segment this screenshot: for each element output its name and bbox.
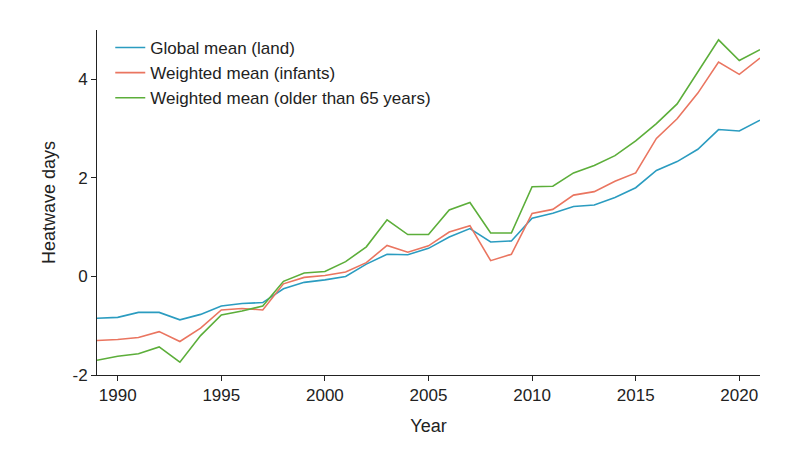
svg-text:2015: 2015 (617, 386, 655, 405)
svg-text:2000: 2000 (306, 386, 344, 405)
svg-text:2: 2 (78, 169, 87, 188)
svg-text:2005: 2005 (410, 386, 448, 405)
svg-text:Year: Year (410, 416, 446, 436)
svg-text:Weighted mean (infants): Weighted mean (infants) (150, 64, 335, 83)
svg-text:4: 4 (78, 70, 87, 89)
svg-text:Weighted mean (older than 65 y: Weighted mean (older than 65 years) (150, 89, 430, 108)
svg-text:2020: 2020 (720, 386, 758, 405)
svg-text:1990: 1990 (99, 386, 137, 405)
svg-text:-2: -2 (72, 366, 87, 385)
svg-text:1995: 1995 (202, 386, 240, 405)
svg-text:Heatwave days: Heatwave days (39, 141, 59, 264)
svg-text:0: 0 (78, 267, 87, 286)
svg-text:2010: 2010 (513, 386, 551, 405)
svg-text:Global mean (land): Global mean (land) (150, 39, 295, 58)
